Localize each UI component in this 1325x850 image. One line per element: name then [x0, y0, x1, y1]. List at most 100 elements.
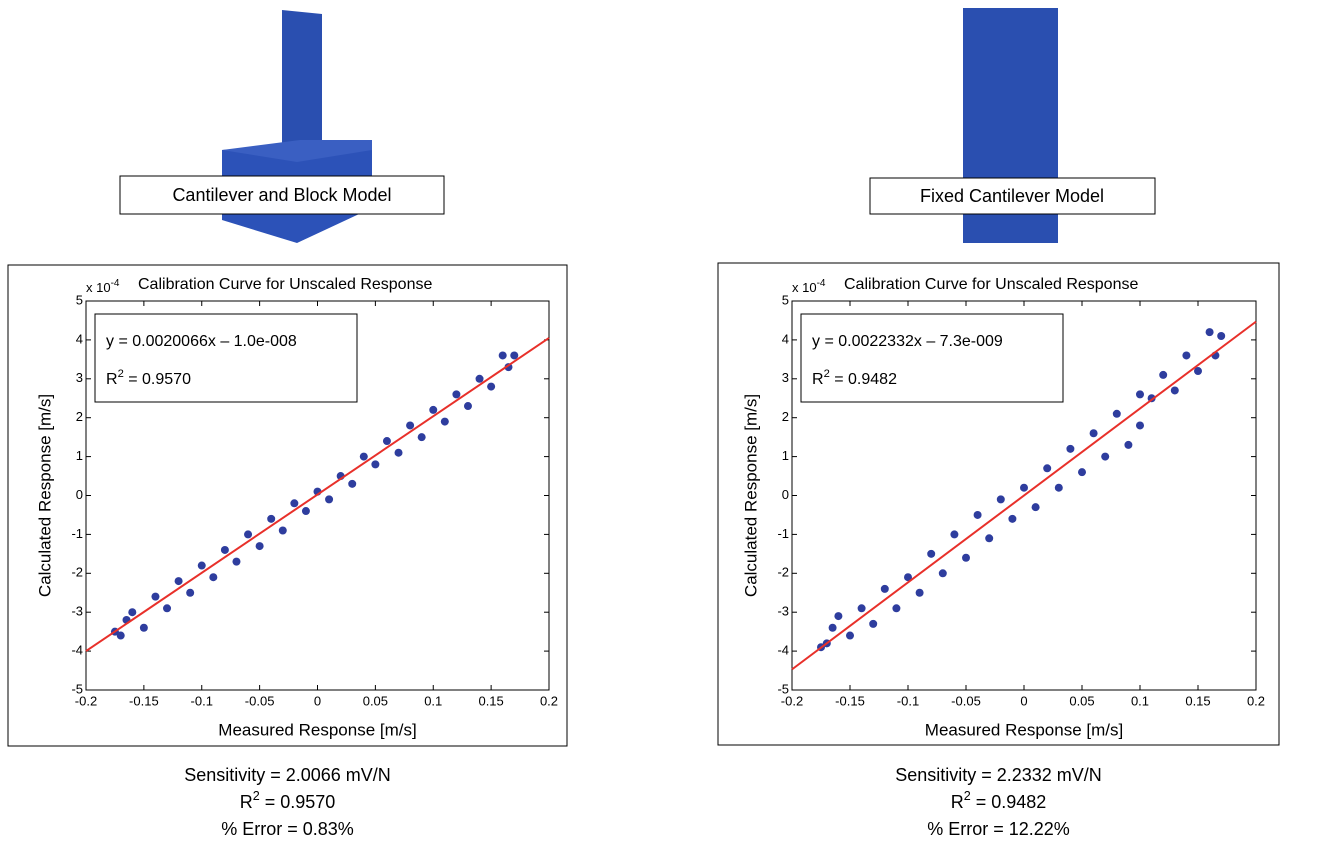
cantilever: [282, 10, 322, 148]
fit-line: [85, 337, 550, 652]
data-point: [1136, 390, 1144, 399]
data-point: [463, 402, 472, 411]
data-point: [487, 382, 496, 391]
block-top: [222, 140, 372, 162]
x-tick-label: 0.05: [363, 693, 388, 708]
data-point: [498, 351, 507, 360]
data-point: [1008, 514, 1017, 523]
r-sup: 2: [824, 368, 830, 380]
y-tick-label: -3: [71, 604, 83, 619]
y-tick-label: -5: [777, 681, 789, 696]
data-point: [116, 631, 125, 640]
y-tick-label: 3: [782, 370, 789, 385]
data-point: [1136, 421, 1144, 430]
y-multiplier: x 10-4: [86, 278, 120, 296]
data-point: [186, 588, 195, 597]
y-tick-label: 1: [76, 448, 83, 463]
y-tick-label: 0: [782, 487, 789, 502]
equation: y = 0.0020066x – 1.0e-008: [106, 333, 297, 350]
y-tick-label: 4: [76, 331, 83, 346]
y-tick-label: -4: [777, 643, 789, 658]
x-tick-label: -0.1: [191, 693, 213, 708]
data-point: [232, 557, 241, 566]
r-base: R: [240, 792, 253, 812]
r-rest: = 0.9482: [971, 792, 1047, 812]
y-tick-label: 2: [782, 409, 789, 424]
data-point: [371, 460, 380, 469]
data-point: [394, 448, 403, 457]
y-tick-label: 1: [782, 448, 789, 463]
data-point: [1194, 367, 1202, 376]
x-axis-label: Measured Response [m/s]: [925, 720, 1123, 739]
data-point: [1170, 386, 1179, 395]
multiplier-exp: -4: [111, 278, 120, 289]
data-point: [382, 437, 391, 446]
multiplier-exp: -4: [817, 278, 826, 289]
r-base: R: [951, 792, 964, 812]
data-point: [128, 608, 137, 617]
x-tick-label: 0.15: [1185, 693, 1210, 708]
chart-title: Calibration Curve for Unscaled Response: [844, 276, 1138, 293]
x-tick-label: -0.05: [951, 693, 981, 708]
r-squared: R2 = 0.9482: [812, 368, 897, 388]
x-tick-label: -0.15: [129, 693, 159, 708]
y-tick-label: 5: [76, 292, 83, 307]
r-sup: 2: [964, 789, 971, 803]
data-point: [406, 421, 415, 430]
data-point: [1205, 328, 1214, 337]
data-point: [209, 573, 218, 582]
data-point: [927, 549, 936, 558]
y-tick-label: -1: [71, 526, 83, 541]
r-squared: R2 = 0.9570: [106, 368, 191, 388]
x-tick-label: 0.2: [1247, 693, 1265, 708]
data-point: [1101, 452, 1110, 461]
y-tick-label: -4: [71, 643, 83, 658]
data-point: [1066, 444, 1075, 453]
y-tick-label: 3: [76, 370, 83, 385]
data-point: [163, 604, 172, 613]
sensitivity: Sensitivity = 2.2332 mV/N: [895, 765, 1102, 785]
r-rest: = 0.9570: [260, 792, 336, 812]
error: % Error = 12.22%: [927, 819, 1070, 839]
x-tick-label: -0.15: [835, 693, 865, 708]
model-label-box: [869, 177, 1156, 215]
r-squared: R2 = 0.9570: [240, 789, 336, 811]
y-axis-label: Calculated Response [m/s]: [741, 394, 760, 597]
data-point: [290, 499, 299, 508]
data-point: [197, 561, 206, 570]
data-point: [973, 510, 982, 519]
multiplier-base: x 10: [792, 280, 817, 295]
x-tick-label: -0.2: [781, 693, 803, 708]
chart-title: Calibration Curve for Unscaled Response: [138, 276, 432, 293]
data-point: [828, 623, 837, 632]
data-point: [452, 390, 461, 399]
data-point: [278, 526, 287, 535]
r-rest: = 0.9570: [124, 371, 191, 388]
data-point: [301, 507, 310, 516]
data-point: [857, 604, 866, 613]
data-point: [880, 584, 889, 593]
r-sup: 2: [253, 789, 260, 803]
y-tick-label: 0: [76, 487, 83, 502]
data-point: [869, 619, 878, 628]
data-point: [244, 530, 253, 539]
y-tick-label: -2: [777, 565, 789, 580]
r-base: R: [106, 371, 118, 388]
data-point: [348, 479, 357, 488]
error: % Error = 0.83%: [221, 819, 354, 839]
data-point: [359, 452, 368, 461]
data-point: [938, 569, 947, 578]
data-point: [429, 405, 438, 414]
multiplier-base: x 10: [86, 280, 111, 295]
data-point: [834, 612, 843, 621]
data-point: [1159, 370, 1168, 379]
data-point: [174, 577, 183, 586]
data-point: [1182, 351, 1191, 360]
data-point: [255, 542, 264, 551]
data-point: [417, 433, 426, 442]
x-axis-label: Measured Response [m/s]: [218, 720, 416, 739]
data-point: [151, 592, 160, 601]
data-point: [139, 623, 148, 632]
fit-line: [791, 320, 1257, 671]
